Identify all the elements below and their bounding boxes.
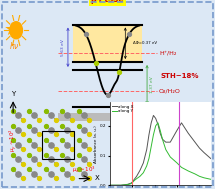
Text: 1.37 eV: 1.37 eV — [150, 76, 154, 93]
Legend: along X, along Y: along X, along Y — [112, 104, 134, 114]
along Y — [148, 157, 150, 160]
Text: β-PtSSe: β-PtSSe — [91, 0, 124, 4]
along X — [161, 138, 164, 140]
along Y — [176, 162, 178, 164]
along X — [157, 123, 159, 125]
along Y — [131, 182, 133, 184]
Line: along Y: along Y — [110, 123, 211, 185]
Text: $\mu_y$$\sim$10$^2$: $\mu_y$$\sim$10$^2$ — [8, 128, 19, 152]
Bar — [42, 131, 74, 159]
along X — [154, 117, 157, 119]
Text: hν: hν — [10, 42, 19, 51]
along Y — [135, 177, 138, 180]
Polygon shape — [73, 25, 142, 62]
Text: ★: ★ — [4, 21, 20, 39]
along X — [145, 148, 148, 151]
along X — [176, 129, 178, 131]
along X — [139, 169, 141, 171]
along X — [209, 157, 212, 160]
along Y — [157, 122, 159, 124]
Text: O₂/H₂O: O₂/H₂O — [159, 89, 181, 94]
Text: Y: Y — [11, 91, 15, 97]
along Y — [133, 179, 136, 182]
along X — [187, 132, 190, 134]
along Y — [169, 156, 172, 158]
Line: along X: along X — [110, 115, 211, 185]
along X — [130, 182, 132, 184]
along X — [169, 141, 172, 143]
along Y — [203, 177, 205, 179]
along X — [131, 181, 133, 183]
along X — [142, 162, 145, 164]
along Y — [152, 134, 155, 136]
along Y — [198, 175, 201, 177]
along X — [148, 134, 150, 136]
along Y — [120, 184, 122, 186]
along X — [120, 184, 122, 186]
along Y — [187, 170, 190, 172]
Text: STH~18%: STH~18% — [161, 73, 199, 79]
Polygon shape — [58, 113, 157, 121]
Text: ΔΦ=0.37 eV: ΔΦ=0.37 eV — [133, 41, 157, 45]
along X — [126, 183, 129, 185]
Text: H⁺/H₂: H⁺/H₂ — [159, 50, 176, 55]
along X — [198, 147, 201, 149]
along Y — [132, 180, 135, 183]
along Y — [145, 165, 148, 167]
along X — [203, 151, 205, 154]
along Y — [139, 175, 141, 177]
along Y — [161, 138, 164, 140]
along X — [150, 122, 152, 124]
along X — [135, 175, 138, 177]
along X — [152, 114, 155, 117]
along X — [108, 184, 111, 186]
along X — [164, 141, 167, 143]
along X — [133, 178, 136, 180]
along Y — [108, 184, 111, 186]
along Y — [180, 166, 183, 169]
along X — [132, 180, 135, 182]
along X — [180, 122, 183, 124]
along X — [159, 132, 161, 134]
Text: X: X — [94, 176, 99, 181]
Text: 5.63 eV: 5.63 eV — [61, 39, 65, 56]
along X — [194, 141, 196, 143]
Y-axis label: Absorbance (a. u.): Absorbance (a. u.) — [94, 125, 98, 163]
along Y — [194, 173, 196, 175]
Circle shape — [10, 22, 22, 39]
along Y — [164, 148, 167, 151]
along Y — [209, 178, 212, 180]
along Y — [126, 184, 129, 186]
along Y — [154, 125, 157, 127]
along Y — [142, 172, 145, 174]
along Y — [150, 146, 152, 148]
along Y — [159, 129, 161, 131]
along Y — [130, 183, 132, 185]
Text: $\mu_x$$\sim$10$^3$: $\mu_x$$\sim$10$^3$ — [72, 165, 96, 175]
